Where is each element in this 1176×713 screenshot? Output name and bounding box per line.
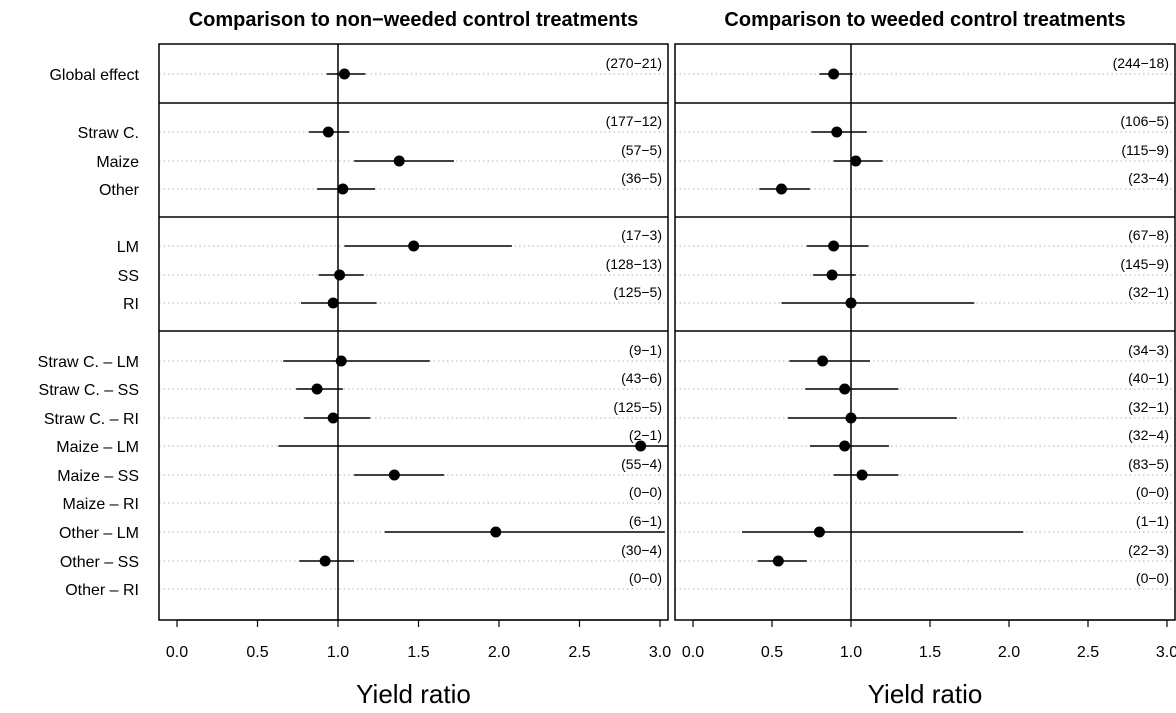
- sample-size-label: (43−6): [621, 370, 662, 386]
- panel-title: Comparison to non−weeded control treatme…: [189, 9, 639, 31]
- estimate-point: [828, 68, 840, 80]
- x-tick-label: 0.5: [761, 644, 783, 661]
- sample-size-label: (0−0): [629, 484, 662, 500]
- sample-size-label: (9−1): [629, 342, 662, 358]
- row-label: Maize – SS: [57, 468, 139, 485]
- x-tick-label: 1.0: [327, 644, 349, 661]
- row-label: Other: [99, 182, 140, 199]
- sample-size-label: (1−1): [1136, 513, 1169, 529]
- sample-size-label: (128−13): [606, 256, 662, 272]
- row-label: Maize – RI: [63, 496, 139, 513]
- estimate-point: [322, 126, 334, 138]
- x-tick-label: 2.5: [568, 644, 590, 661]
- sample-size-label: (36−5): [621, 170, 662, 186]
- estimate-point: [335, 355, 347, 367]
- row-label: Other – RI: [65, 582, 139, 599]
- sample-size-label: (0−0): [1136, 484, 1169, 500]
- sample-size-label: (106−5): [1120, 113, 1169, 129]
- sample-size-label: (145−9): [1120, 256, 1169, 272]
- row-label: Straw C.: [78, 125, 139, 142]
- x-tick-label: 2.5: [1077, 644, 1099, 661]
- estimate-point: [845, 412, 857, 424]
- x-axis-label: Yield ratio: [868, 679, 983, 709]
- estimate-point: [393, 155, 405, 167]
- estimate-point: [817, 355, 829, 367]
- sample-size-label: (270−21): [606, 55, 662, 71]
- x-tick-label: 0.5: [246, 644, 268, 661]
- row-label: Other – SS: [60, 554, 139, 571]
- row-label: Maize: [96, 154, 139, 171]
- row-label: Straw C. – LM: [38, 354, 139, 371]
- sample-size-label: (2−1): [629, 427, 662, 443]
- x-axis-label: Yield ratio: [356, 679, 471, 709]
- estimate-point: [839, 383, 851, 395]
- sample-size-label: (125−5): [613, 399, 662, 415]
- sample-size-label: (23−4): [1128, 170, 1169, 186]
- row-label: SS: [118, 268, 139, 285]
- estimate-point: [845, 297, 857, 309]
- sample-size-label: (17−3): [621, 227, 662, 243]
- estimate-point: [813, 526, 825, 538]
- estimate-point: [334, 269, 346, 281]
- sample-size-label: (0−0): [1136, 570, 1169, 586]
- sample-size-label: (32−1): [1128, 284, 1169, 300]
- sample-size-label: (67−8): [1128, 227, 1169, 243]
- x-tick-label: 1.0: [840, 644, 862, 661]
- x-tick-label: 1.5: [919, 644, 941, 661]
- estimate-point: [337, 183, 349, 195]
- estimate-point: [828, 240, 840, 252]
- estimate-point: [772, 555, 784, 567]
- sample-size-label: (30−4): [621, 542, 662, 558]
- x-tick-label: 1.5: [407, 644, 429, 661]
- estimate-point: [311, 383, 323, 395]
- estimate-point: [338, 68, 350, 80]
- sample-size-label: (22−3): [1128, 542, 1169, 558]
- x-tick-label: 2.0: [488, 644, 510, 661]
- row-label: Maize – LM: [56, 439, 139, 456]
- estimate-point: [826, 269, 838, 281]
- estimate-point: [831, 126, 843, 138]
- x-tick-label: 0.0: [682, 644, 704, 661]
- row-label: Straw C. – RI: [44, 411, 139, 428]
- x-tick-label: 3.0: [649, 644, 671, 661]
- x-tick-label: 3.0: [1156, 644, 1176, 661]
- row-label: LM: [117, 239, 139, 256]
- sample-size-label: (57−5): [621, 142, 662, 158]
- sample-size-label: (244−18): [1113, 55, 1169, 71]
- sample-size-label: (6−1): [629, 513, 662, 529]
- x-tick-label: 0.0: [166, 644, 188, 661]
- sample-size-label: (83−5): [1128, 456, 1169, 472]
- panel-frame: [674, 43, 1176, 621]
- sample-size-label: (32−1): [1128, 399, 1169, 415]
- estimate-point: [635, 440, 647, 452]
- estimate-point: [856, 469, 868, 481]
- sample-size-label: (32−4): [1128, 427, 1169, 443]
- estimate-point: [839, 440, 851, 452]
- estimate-point: [319, 555, 331, 567]
- row-label: Other – LM: [59, 525, 139, 542]
- panel-title: Comparison to weeded control treatments: [724, 9, 1125, 31]
- sample-size-label: (0−0): [629, 570, 662, 586]
- row-label: Global effect: [49, 67, 139, 84]
- sample-size-label: (177−12): [606, 113, 662, 129]
- sample-size-label: (115−9): [1121, 142, 1169, 158]
- sample-size-label: (34−3): [1128, 342, 1169, 358]
- estimate-point: [490, 526, 502, 538]
- estimate-point: [327, 412, 339, 424]
- estimate-point: [850, 155, 862, 167]
- sample-size-label: (125−5): [613, 284, 662, 300]
- estimate-point: [327, 297, 339, 309]
- estimate-point: [388, 469, 400, 481]
- panel-frame: [158, 43, 669, 621]
- sample-size-label: (55−4): [621, 456, 662, 472]
- x-tick-label: 2.0: [998, 644, 1020, 661]
- estimate-point: [408, 240, 420, 252]
- sample-size-label: (40−1): [1128, 370, 1169, 386]
- row-label: Straw C. – SS: [39, 382, 139, 399]
- estimate-point: [775, 183, 787, 195]
- row-label: RI: [123, 296, 139, 313]
